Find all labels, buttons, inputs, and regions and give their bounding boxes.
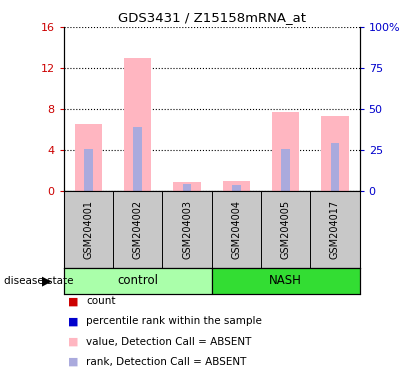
Text: ■: ■ [68, 357, 79, 367]
Bar [133, 127, 142, 191]
Bar [75, 124, 102, 191]
FancyBboxPatch shape [64, 268, 212, 294]
Text: percentile rank within the sample: percentile rank within the sample [86, 316, 262, 326]
Text: NASH: NASH [269, 274, 302, 287]
Text: GSM204001: GSM204001 [83, 200, 93, 259]
Text: ■: ■ [68, 296, 79, 306]
Bar [124, 58, 151, 191]
Text: ■: ■ [68, 316, 79, 326]
Bar [321, 116, 349, 191]
Text: GSM204004: GSM204004 [231, 200, 241, 259]
Bar [84, 149, 93, 191]
Bar [330, 143, 339, 191]
Bar [232, 185, 241, 191]
Text: GSM204005: GSM204005 [281, 200, 291, 259]
Text: disease state: disease state [4, 276, 74, 286]
FancyBboxPatch shape [212, 268, 360, 294]
Text: ■: ■ [68, 336, 79, 346]
Bar [223, 180, 250, 191]
Text: value, Detection Call = ABSENT: value, Detection Call = ABSENT [86, 336, 252, 346]
Text: ▶: ▶ [42, 274, 52, 287]
Bar [272, 112, 299, 191]
Text: rank, Detection Call = ABSENT: rank, Detection Call = ABSENT [86, 357, 247, 367]
Text: GSM204017: GSM204017 [330, 200, 340, 259]
Title: GDS3431 / Z15158mRNA_at: GDS3431 / Z15158mRNA_at [118, 11, 306, 24]
Text: GSM204002: GSM204002 [133, 200, 143, 259]
Bar [173, 182, 201, 191]
Bar [182, 184, 192, 191]
Text: count: count [86, 296, 116, 306]
Text: control: control [117, 274, 158, 287]
Bar [281, 149, 290, 191]
Text: GSM204003: GSM204003 [182, 200, 192, 259]
